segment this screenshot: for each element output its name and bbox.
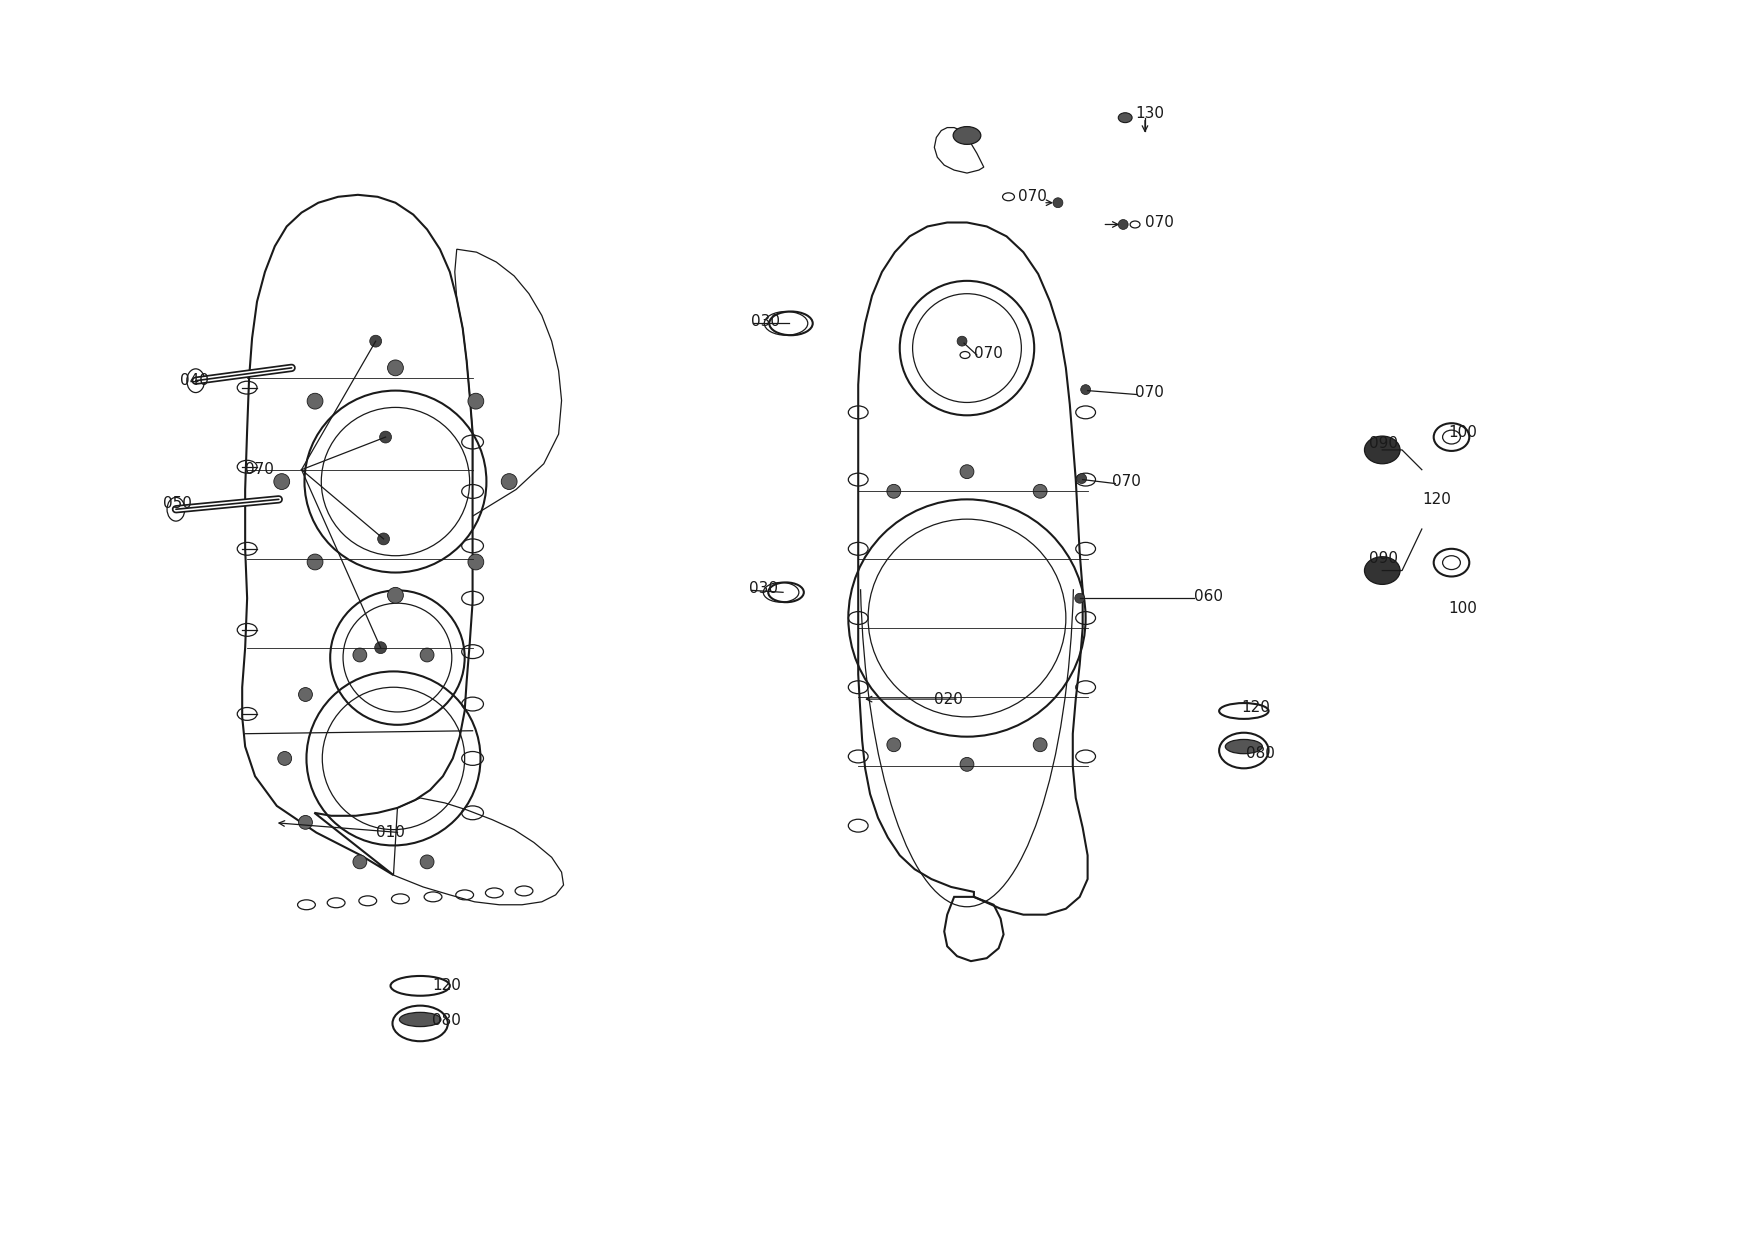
Circle shape bbox=[274, 474, 289, 490]
Circle shape bbox=[959, 465, 973, 479]
Text: 050: 050 bbox=[163, 496, 191, 511]
Circle shape bbox=[468, 393, 484, 409]
Text: 100: 100 bbox=[1449, 600, 1477, 615]
Text: 100: 100 bbox=[1449, 424, 1477, 440]
Text: 080: 080 bbox=[1245, 746, 1275, 761]
Text: 030: 030 bbox=[749, 580, 779, 596]
Text: 090: 090 bbox=[1370, 552, 1398, 567]
Circle shape bbox=[1075, 593, 1084, 603]
Ellipse shape bbox=[1119, 113, 1131, 123]
Circle shape bbox=[958, 336, 966, 346]
Circle shape bbox=[1033, 485, 1047, 498]
Text: 120: 120 bbox=[1422, 492, 1451, 507]
Text: 060: 060 bbox=[1194, 589, 1223, 604]
Circle shape bbox=[277, 751, 291, 765]
Circle shape bbox=[1119, 219, 1128, 229]
Circle shape bbox=[388, 588, 403, 603]
Circle shape bbox=[468, 554, 484, 570]
Text: 080: 080 bbox=[431, 1013, 461, 1028]
Text: 070: 070 bbox=[1019, 190, 1047, 205]
Circle shape bbox=[307, 393, 323, 409]
Ellipse shape bbox=[1365, 557, 1400, 584]
Text: 120: 120 bbox=[1240, 699, 1270, 714]
Text: 070: 070 bbox=[1112, 474, 1142, 489]
Ellipse shape bbox=[400, 1012, 440, 1027]
Circle shape bbox=[888, 738, 902, 751]
Circle shape bbox=[1033, 738, 1047, 751]
Circle shape bbox=[1077, 474, 1087, 484]
Circle shape bbox=[502, 474, 517, 490]
Ellipse shape bbox=[952, 126, 980, 144]
Text: 130: 130 bbox=[1135, 107, 1165, 122]
Circle shape bbox=[388, 360, 403, 376]
Text: 070: 070 bbox=[246, 463, 274, 477]
Circle shape bbox=[379, 432, 391, 443]
Text: 070: 070 bbox=[1135, 386, 1165, 401]
Circle shape bbox=[353, 649, 367, 662]
Text: 010: 010 bbox=[375, 825, 405, 839]
Circle shape bbox=[888, 485, 902, 498]
Ellipse shape bbox=[1365, 436, 1400, 464]
Circle shape bbox=[377, 533, 389, 544]
Circle shape bbox=[375, 642, 386, 653]
Ellipse shape bbox=[1226, 739, 1263, 754]
Text: 120: 120 bbox=[431, 978, 461, 993]
Circle shape bbox=[1052, 198, 1063, 207]
Circle shape bbox=[421, 854, 433, 869]
Circle shape bbox=[1080, 384, 1091, 394]
Text: 070: 070 bbox=[1145, 215, 1173, 229]
Circle shape bbox=[959, 758, 973, 771]
Text: 030: 030 bbox=[751, 314, 781, 329]
Circle shape bbox=[298, 816, 312, 830]
Text: 020: 020 bbox=[935, 692, 963, 707]
Circle shape bbox=[421, 649, 433, 662]
Text: 090: 090 bbox=[1370, 436, 1398, 451]
Circle shape bbox=[298, 687, 312, 702]
Circle shape bbox=[307, 554, 323, 570]
Circle shape bbox=[370, 335, 382, 347]
Circle shape bbox=[353, 854, 367, 869]
Text: 070: 070 bbox=[973, 346, 1003, 361]
Text: 040: 040 bbox=[181, 373, 209, 388]
